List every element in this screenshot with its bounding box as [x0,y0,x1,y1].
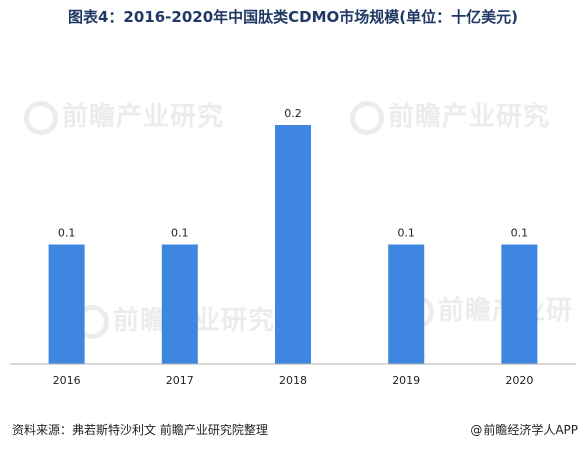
data-label-2020: 0.1 [511,227,529,240]
bar-2016 [48,244,85,364]
x-tick-2016: 2016 [53,374,81,387]
x-tick-2019: 2019 [392,374,420,387]
credit-text: 前瞻经济学人APP [483,423,578,437]
bar-2018 [275,125,311,364]
source-note: 资料来源：弗若斯特沙利文 前瞻产业研究院整理 [12,423,268,437]
x-tick-2020: 2020 [505,374,533,387]
data-label-2019: 0.1 [397,227,415,240]
bar-group [48,125,538,364]
x-tick-group: 2016 2017 2018 2019 2020 [53,374,534,387]
x-tick-2017: 2017 [166,374,194,387]
bar-2019 [388,244,425,364]
at-icon: @ [470,423,483,437]
x-tick-2018: 2018 [279,374,307,387]
chart-title: 图表4：2016-2020年中国肽类CDMO市场规模(单位：十亿美元) [67,8,518,26]
bar-2017 [161,244,198,364]
credit-note: @前瞻经济学人APP [470,421,578,438]
data-label-2018: 0.2 [284,107,302,120]
data-label-group: 0.1 0.1 0.2 0.1 0.1 [58,107,528,240]
bar-2020 [501,244,538,364]
data-label-2016: 0.1 [58,227,76,240]
data-label-2017: 0.1 [171,227,189,240]
